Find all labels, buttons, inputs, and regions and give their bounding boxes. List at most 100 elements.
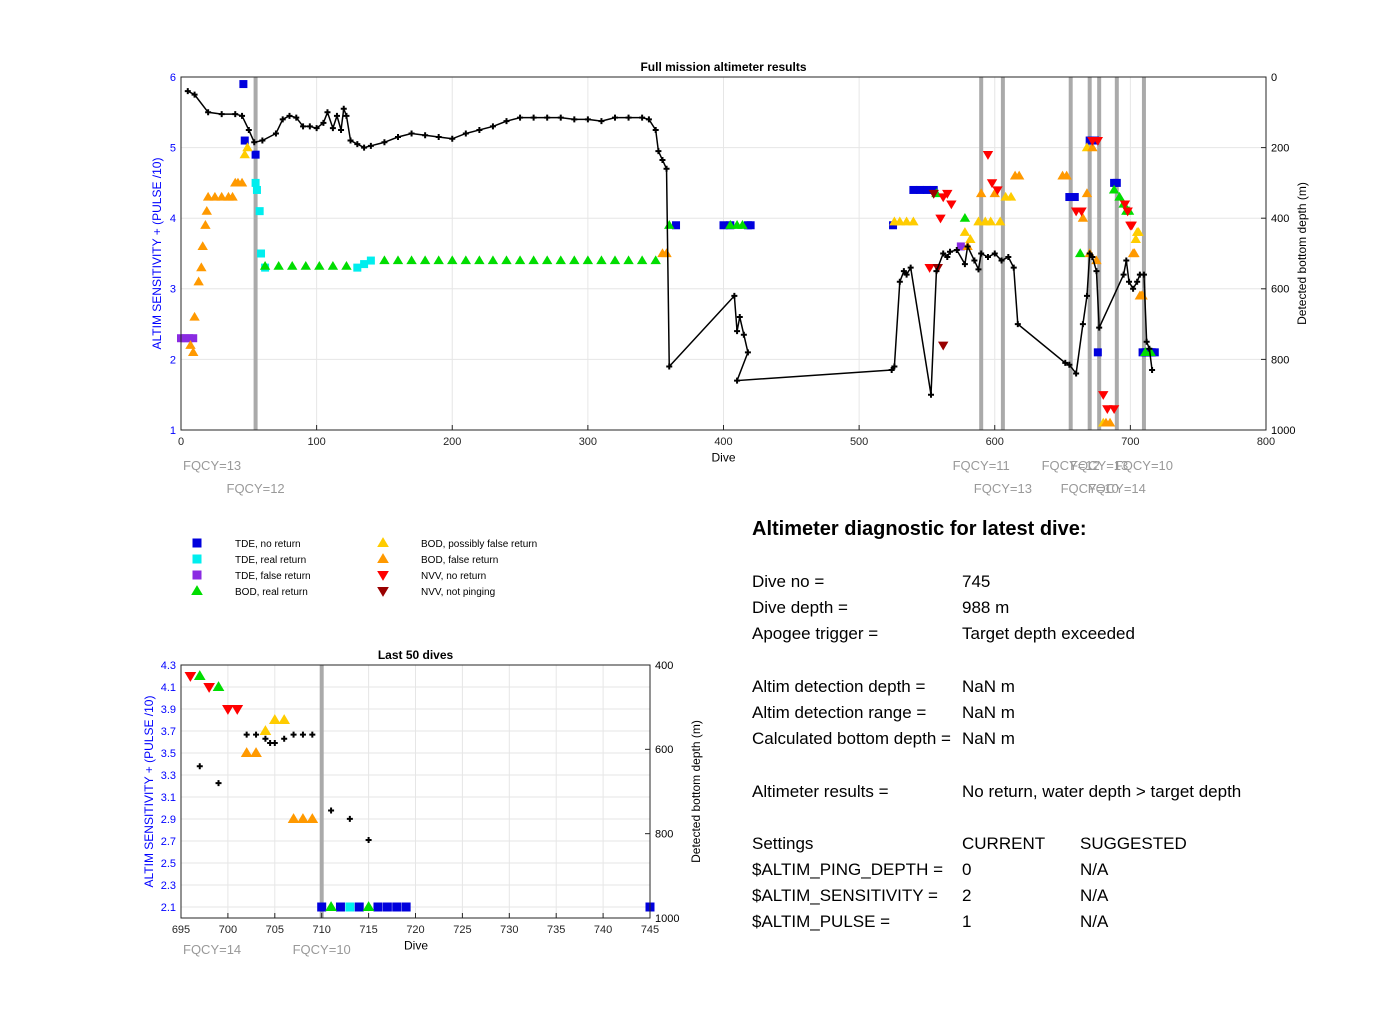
depth-point	[734, 377, 741, 384]
depth-point	[1096, 324, 1103, 331]
data-point	[501, 255, 512, 265]
data-point	[231, 704, 244, 715]
depth-point	[888, 366, 895, 373]
depth-point	[907, 264, 914, 271]
fqcy-label: FQCY=10	[1115, 458, 1173, 473]
data-point	[1112, 178, 1121, 187]
data-point	[240, 136, 249, 145]
data-point	[569, 255, 580, 265]
results-label: Altimeter results =	[752, 781, 889, 801]
data-point	[447, 255, 458, 265]
data-point	[345, 902, 355, 912]
data-point	[636, 255, 648, 265]
data-point	[379, 255, 390, 265]
legend-item-tde-real-return: TDE, real return	[192, 554, 306, 566]
depth-point	[205, 109, 212, 116]
series-bod-real-return	[259, 184, 1156, 356]
x-tick-label: 730	[500, 924, 518, 936]
data-point	[514, 255, 526, 265]
data-point	[555, 255, 566, 265]
data-point	[362, 901, 375, 912]
depth-point	[262, 735, 269, 742]
depth-point	[744, 349, 751, 356]
depth-point	[1062, 359, 1069, 366]
data-point	[259, 725, 272, 736]
depth-point	[903, 271, 910, 278]
data-point	[1074, 248, 1086, 258]
depth-point	[340, 105, 347, 112]
depth-point	[639, 114, 646, 121]
depth-point	[408, 130, 415, 137]
data-point	[938, 341, 949, 351]
series-bod-false-return	[240, 747, 319, 824]
depth-point	[286, 112, 293, 119]
depth-point	[1146, 345, 1153, 352]
data-point	[672, 221, 681, 230]
depth-point	[232, 111, 239, 118]
depth-point	[367, 142, 374, 149]
y2-tick-label: 1000	[655, 913, 679, 925]
depth-point	[928, 391, 935, 398]
depth-point	[184, 88, 191, 95]
depth-point	[365, 836, 372, 843]
data-point	[300, 261, 311, 270]
data-point	[1108, 405, 1120, 415]
data-point	[353, 263, 362, 272]
data-point	[341, 261, 352, 270]
series-detected-bottom-depth	[196, 731, 372, 843]
legend-label: NVV, no return	[421, 571, 486, 582]
detection-depth-value: NaN m	[962, 676, 1015, 696]
data-point	[184, 671, 197, 682]
depth-point	[218, 111, 225, 118]
data-point	[222, 704, 234, 715]
data-point	[609, 255, 621, 265]
data-point	[239, 149, 250, 159]
data-point	[650, 255, 661, 265]
data-point	[1077, 213, 1089, 222]
current-header: CURRENT	[962, 833, 1046, 853]
data-point	[901, 216, 912, 226]
legend-item-bod-possibly-false-return: BOD, possibly false return	[377, 537, 537, 550]
sensitivity-label: $ALTIM_SENSITIVITY =	[752, 886, 938, 906]
data-point	[1070, 193, 1079, 202]
x-tick-label: 735	[547, 924, 565, 936]
depth-point	[940, 250, 947, 257]
data-point	[982, 151, 994, 160]
legend-label: TDE, real return	[235, 555, 306, 566]
data-point	[623, 255, 634, 265]
data-point	[908, 216, 919, 226]
data-point	[946, 200, 957, 210]
depth-point	[462, 130, 469, 137]
y-tick-label: 1	[170, 425, 176, 437]
pulse-label: $ALTIM_PULSE =	[752, 912, 891, 932]
series-tde-real-return	[251, 178, 375, 272]
data-point	[366, 256, 375, 265]
x-tick-label: 600	[986, 436, 1004, 448]
data-point	[373, 902, 383, 912]
depth-point	[944, 254, 951, 261]
pulse-current: 1	[962, 912, 972, 932]
data-point	[596, 255, 607, 265]
depth-point	[347, 137, 354, 144]
depth-point	[239, 112, 246, 119]
depth-point	[625, 114, 632, 121]
x-tick-label: 300	[579, 436, 597, 448]
data-point	[975, 188, 987, 198]
data-point	[196, 262, 207, 272]
data-point	[894, 216, 906, 226]
altimeter-diagnostic-panel: Altimeter diagnostic for latest dive: Di…	[752, 518, 1372, 936]
data-point	[1122, 207, 1133, 217]
data-point	[1150, 348, 1159, 357]
data-point	[956, 242, 965, 251]
data-point	[1108, 184, 1120, 194]
depth-point	[659, 156, 666, 163]
depth-point	[598, 118, 605, 125]
data-point	[268, 714, 281, 725]
series-nvv-no-return	[924, 136, 1137, 415]
depth-point	[734, 328, 741, 335]
depth-point	[1130, 285, 1137, 292]
depth-point	[964, 243, 971, 250]
data-point	[986, 179, 998, 189]
data-point	[209, 191, 221, 201]
